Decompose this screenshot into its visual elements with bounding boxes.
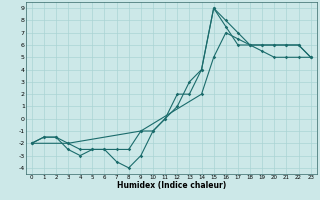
X-axis label: Humidex (Indice chaleur): Humidex (Indice chaleur): [116, 181, 226, 190]
